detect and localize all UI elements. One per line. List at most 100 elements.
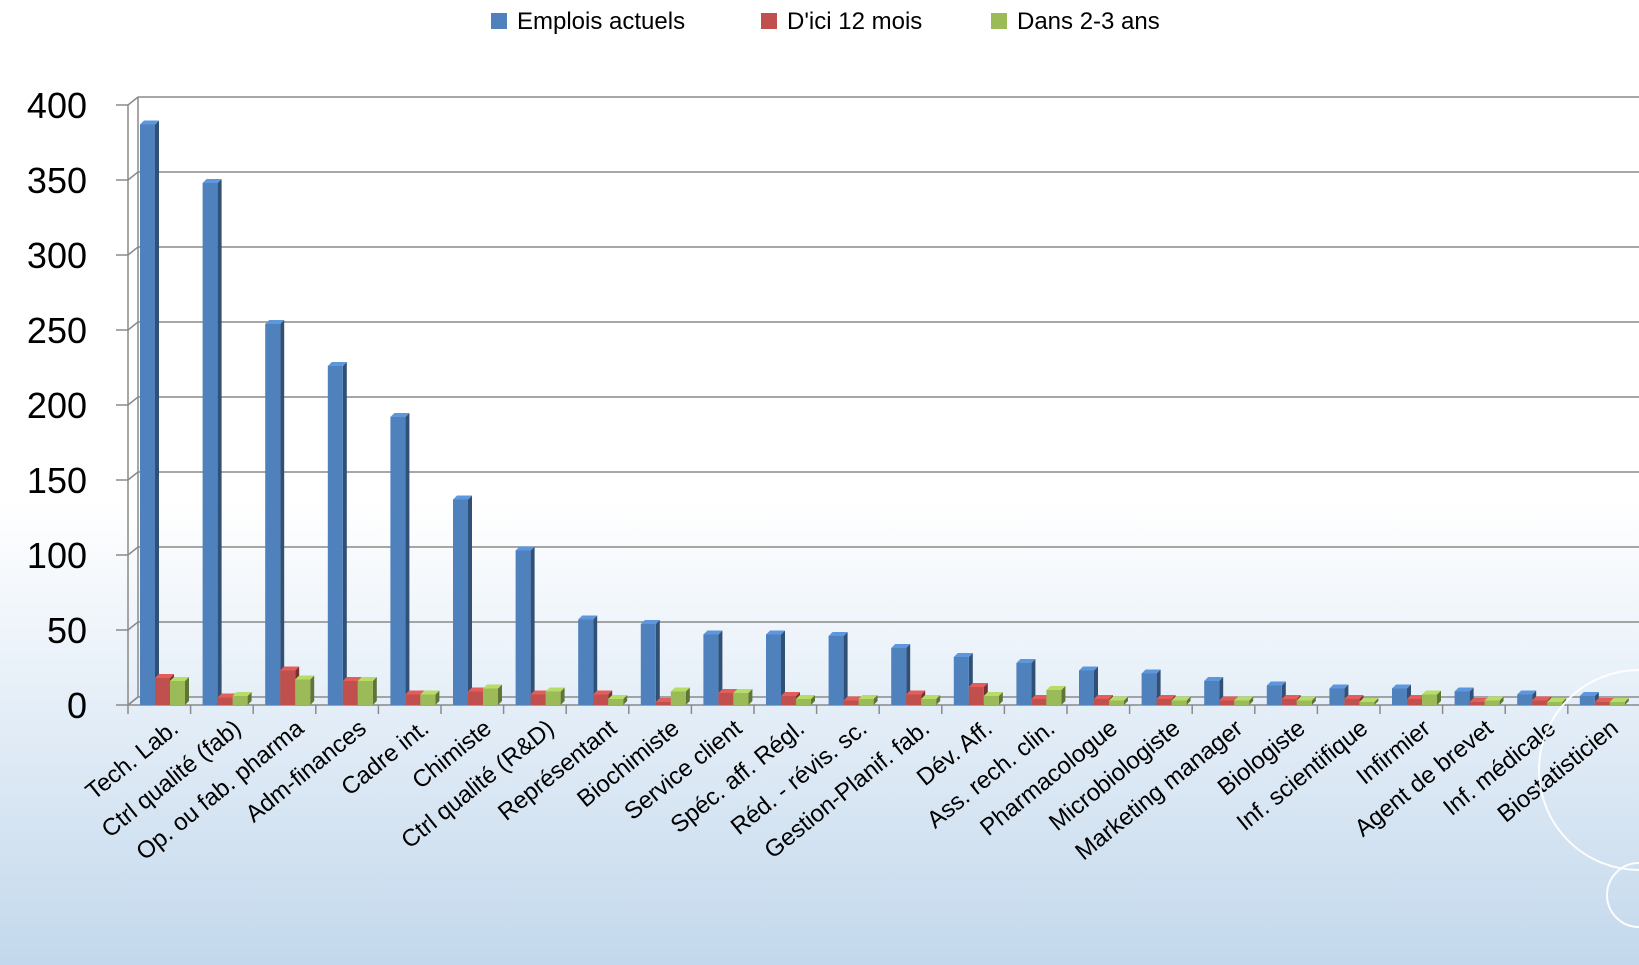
gridline-depth bbox=[127, 246, 139, 256]
bar-side-1 bbox=[405, 413, 410, 705]
bar-side-1 bbox=[155, 120, 159, 705]
bar-side-1 bbox=[718, 630, 723, 705]
gridline-depth bbox=[127, 171, 139, 181]
bar-top-3 bbox=[921, 695, 941, 699]
bar-top-2 bbox=[1594, 698, 1614, 702]
bar-series-2 bbox=[1407, 699, 1422, 705]
legend-swatch bbox=[761, 13, 777, 29]
bar-top-2 bbox=[530, 690, 550, 695]
bar-top-2 bbox=[655, 698, 675, 702]
bar-series-3 bbox=[1296, 700, 1312, 705]
bar-side-1 bbox=[593, 615, 598, 705]
bar-top-3 bbox=[545, 687, 565, 692]
bar-top-1 bbox=[390, 413, 410, 417]
gridline-depth bbox=[127, 96, 139, 106]
bar-series-1 bbox=[1204, 681, 1220, 705]
bar-top-2 bbox=[468, 687, 487, 692]
bar-top-1 bbox=[1016, 659, 1036, 663]
bar-top-2 bbox=[1407, 695, 1426, 699]
bar-top-1 bbox=[1079, 666, 1098, 671]
gridline-depth bbox=[127, 321, 139, 331]
bar-series-3 bbox=[1109, 700, 1124, 705]
y-tick-label: 200 bbox=[27, 385, 87, 426]
bar-side-3 bbox=[998, 692, 1003, 705]
bar-top-1 bbox=[578, 615, 598, 620]
bar-series-2 bbox=[1219, 700, 1235, 705]
bar-top-2 bbox=[1094, 695, 1113, 699]
bar-top-1 bbox=[640, 620, 660, 624]
bar-side-3 bbox=[372, 677, 377, 705]
bar-top-2 bbox=[906, 690, 926, 695]
bar-series-3 bbox=[858, 699, 874, 705]
bar-series-1 bbox=[953, 657, 969, 705]
bar-series-1 bbox=[1016, 663, 1032, 705]
bar-series-1 bbox=[1517, 694, 1533, 705]
bar-top-3 bbox=[232, 692, 252, 696]
bar-top-1 bbox=[1266, 681, 1286, 686]
legend-swatch bbox=[991, 13, 1007, 29]
bar-series-3 bbox=[608, 699, 624, 705]
gridlines bbox=[127, 96, 1639, 706]
bar-series-2 bbox=[718, 693, 734, 705]
bar-series-2 bbox=[843, 700, 859, 705]
bar-series-1 bbox=[1079, 670, 1094, 705]
bar-series-1 bbox=[265, 324, 281, 705]
legend-label: D'ici 12 mois bbox=[787, 8, 922, 35]
bar-side-3 bbox=[685, 687, 690, 705]
bar-series-2 bbox=[1281, 699, 1297, 705]
bar-series-3 bbox=[796, 699, 811, 705]
bar-top-1 bbox=[1579, 692, 1599, 696]
bar-side-3 bbox=[498, 684, 502, 705]
decorative-circle bbox=[1606, 862, 1639, 928]
bar-top-1 bbox=[1204, 677, 1224, 681]
bar-side-1 bbox=[906, 644, 911, 705]
bar-top-2 bbox=[1344, 695, 1364, 699]
bar-series-3 bbox=[1609, 702, 1625, 705]
bar-series-3 bbox=[1171, 700, 1187, 705]
bar-series-2 bbox=[405, 694, 421, 705]
legend-item-3: Dans 2-3 ans bbox=[991, 8, 1160, 35]
bar-top-3 bbox=[1609, 698, 1629, 702]
legend: Emplois actuels D'ici 12 mois Dans 2-3 ans bbox=[491, 8, 1160, 35]
bar-series-2 bbox=[1594, 702, 1610, 705]
bar-series-3 bbox=[295, 679, 311, 705]
bar-top-1 bbox=[327, 362, 347, 366]
bar-series-1 bbox=[327, 366, 343, 705]
bar-top-2 bbox=[1469, 698, 1489, 702]
bar-series-2 bbox=[655, 702, 671, 705]
gridline-depth bbox=[127, 546, 139, 556]
bar-series-3 bbox=[545, 691, 561, 705]
bar-series-3 bbox=[232, 696, 248, 705]
bar-top-1 bbox=[766, 630, 785, 635]
bar-top-2 bbox=[1219, 696, 1239, 701]
bar-series-1 bbox=[453, 499, 468, 705]
bar-top-1 bbox=[1329, 684, 1349, 689]
bar-side-3 bbox=[1311, 696, 1316, 705]
bar-side-1 bbox=[468, 495, 472, 705]
bars bbox=[140, 120, 1629, 705]
bar-series-3 bbox=[357, 681, 373, 705]
bar-top-2 bbox=[843, 696, 863, 701]
bar-series-2 bbox=[1344, 699, 1360, 705]
bar-top-3 bbox=[1234, 696, 1254, 701]
y-tick-label: 100 bbox=[27, 535, 87, 576]
bar-side-1 bbox=[280, 320, 285, 705]
bar-series-1 bbox=[1454, 691, 1470, 705]
bar-top-3 bbox=[983, 692, 1003, 696]
bar-top-1 bbox=[265, 320, 285, 324]
bar-top-3 bbox=[420, 690, 440, 695]
legend-item-2: D'ici 12 mois bbox=[761, 8, 922, 35]
bar-top-2 bbox=[217, 693, 237, 698]
bar-series-3 bbox=[1422, 694, 1437, 705]
bar-series-2 bbox=[1156, 699, 1172, 705]
y-tick-label: 50 bbox=[47, 610, 87, 651]
bar-side-3 bbox=[310, 675, 315, 705]
bar-series-2 bbox=[1094, 699, 1109, 705]
bar-top-2 bbox=[155, 674, 174, 678]
bar-series-2 bbox=[468, 691, 483, 705]
bar-top-2 bbox=[968, 683, 988, 687]
bar-side-3 bbox=[873, 695, 878, 705]
decorative-circles bbox=[1538, 669, 1639, 928]
